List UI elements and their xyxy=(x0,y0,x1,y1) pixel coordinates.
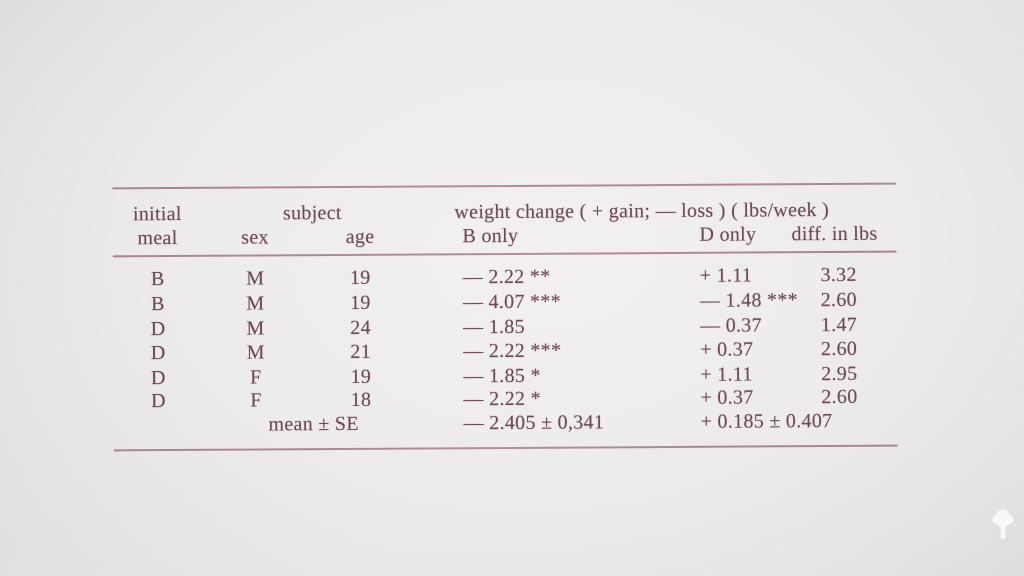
table-rule-bottom xyxy=(113,444,898,452)
cell-age: 19 xyxy=(349,266,371,289)
cell-b-only: — 2.22 * xyxy=(463,387,541,411)
cell-b-only: — 2.22 *** xyxy=(463,339,562,363)
cell-initial-meal: D xyxy=(150,342,166,365)
table-row: D M 21 — 2.22 *** + 0.37 2.60 xyxy=(113,337,897,366)
header-b-only: B only xyxy=(462,224,519,248)
cell-initial-meal: D xyxy=(151,390,166,413)
cell-sex: F xyxy=(250,389,262,412)
cell-b-only: — 1.85 xyxy=(462,315,525,339)
cell-d-only: + 0.37 xyxy=(700,338,754,361)
header-diff-in-lbs: diff. in lbs xyxy=(791,222,878,246)
header-d-only: D only xyxy=(699,223,757,246)
data-table: initial subject weight change ( + gain; … xyxy=(112,182,898,453)
cell-diff: 2.60 xyxy=(821,385,858,409)
cell-d-only: + 1.11 xyxy=(700,363,753,386)
header-sex: sex xyxy=(241,226,269,249)
header-age: age xyxy=(345,225,375,248)
cell-diff: 1.47 xyxy=(820,313,858,337)
cell-initial-meal: B xyxy=(151,293,165,316)
cell-sex: M xyxy=(246,267,265,290)
table-row: B M 19 — 2.22 ** + 1.11 3.32 xyxy=(113,263,897,292)
header-meal: meal xyxy=(137,226,178,250)
table-rule-top xyxy=(112,182,897,189)
cell-age: 24 xyxy=(350,316,371,339)
header-initial: initial xyxy=(132,202,182,226)
cell-diff: 2.60 xyxy=(820,337,858,361)
cell-sex: M xyxy=(246,317,265,340)
summary-d-only: + 0.185 ± 0.407 xyxy=(700,410,833,433)
summary-b-only: — 2.405 ± 0,341 xyxy=(463,411,605,435)
cell-b-only: — 2.22 ** xyxy=(462,265,551,289)
cell-d-only: + 1.11 xyxy=(699,264,753,287)
tree-icon xyxy=(991,507,1015,542)
summary-row: mean ± SE — 2.405 ± 0,341 + 0.185 ± 0.40… xyxy=(114,409,898,438)
cell-sex: F xyxy=(250,366,262,389)
table-rule-header xyxy=(112,250,897,258)
cell-initial-meal: D xyxy=(150,367,166,390)
cell-initial-meal: B xyxy=(150,268,165,291)
cell-d-only: + 0.37 xyxy=(700,386,754,409)
cell-age: 21 xyxy=(350,340,372,363)
cell-sex: M xyxy=(246,341,265,364)
cell-b-only: — 1.85 * xyxy=(463,364,541,388)
cell-sex: M xyxy=(246,292,265,315)
cell-diff: 3.32 xyxy=(820,263,857,287)
cell-initial-meal: D xyxy=(150,318,166,341)
header-weight-change: weight change ( + gain; — loss ) ( lbs/w… xyxy=(454,199,830,224)
cell-diff: 2.95 xyxy=(821,362,858,386)
header-subject: subject xyxy=(282,201,342,225)
cell-age: 19 xyxy=(350,291,371,314)
cell-age: 18 xyxy=(350,388,372,411)
cell-diff: 2.60 xyxy=(820,288,857,312)
table-row: B M 19 — 4.07 *** — 1.48 *** 2.60 xyxy=(113,288,897,317)
header-row-2: meal sex age B only D only diff. in lbs xyxy=(112,222,896,251)
summary-label: mean ± SE xyxy=(268,412,359,436)
cell-b-only: — 4.07 *** xyxy=(462,290,561,314)
cell-age: 19 xyxy=(350,365,372,388)
